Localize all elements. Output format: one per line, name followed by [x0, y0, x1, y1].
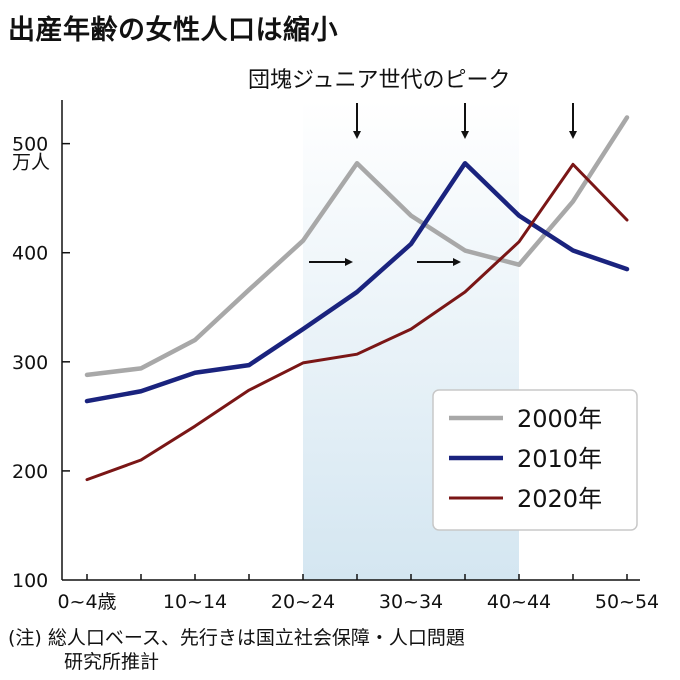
legend-box: [432, 389, 638, 531]
x-tick-label-3: 30~34: [379, 591, 443, 613]
legend-label-2000: 2000年: [517, 405, 602, 433]
y-tick-label-200: 200: [12, 461, 48, 483]
chart-title: 出産年齢の女性人口は縮小: [8, 15, 338, 46]
y-tick-label-400: 400: [12, 243, 48, 265]
y-tick-label-100: 100: [12, 570, 48, 592]
footnote-line-1: (注) 総人口ベース、先行きは国立社会保障・人口問題: [8, 627, 465, 649]
legend-label-2020: 2020年: [517, 485, 602, 513]
y-tick-label-300: 300: [12, 352, 48, 374]
peak-annotation: 団塊ジュニア世代のピーク: [248, 68, 511, 93]
y-unit-label: 万人: [12, 151, 50, 173]
x-tick-label-1: 10~14: [163, 591, 227, 613]
x-tick-label-2: 20~24: [271, 591, 335, 613]
y-tick-label-500: 500: [12, 134, 48, 156]
footnote: (注) 総人口ベース、先行きは国立社会保障・人口問題 研究所推計: [8, 626, 668, 674]
legend-label-2010: 2010年: [517, 445, 602, 473]
x-tick-label-5: 50~54: [595, 591, 659, 613]
x-tick-label-0: 0~4歳: [57, 591, 116, 613]
x-tick-label-4: 40~44: [487, 591, 551, 613]
footnote-line-2: 研究所推計: [64, 651, 160, 673]
